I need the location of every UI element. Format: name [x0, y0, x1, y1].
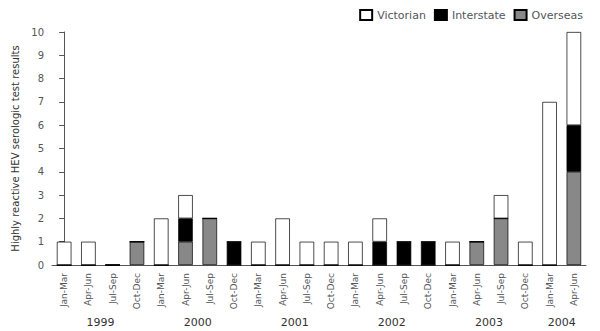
- svg-text:9: 9: [38, 50, 44, 61]
- svg-text:1: 1: [38, 236, 44, 247]
- svg-text:Jan-Mar: Jan-Mar: [59, 273, 69, 308]
- svg-text:Oct-Dec: Oct-Dec: [132, 273, 142, 309]
- svg-text:2002: 2002: [378, 316, 406, 329]
- svg-text:Apr-Jun: Apr-Jun: [375, 273, 385, 306]
- svg-text:4: 4: [38, 166, 44, 177]
- svg-text:Apr-Jun: Apr-Jun: [278, 273, 288, 306]
- svg-text:Jan-Mar: Jan-Mar: [253, 273, 263, 308]
- svg-text:Apr-Jun: Apr-Jun: [472, 273, 482, 306]
- svg-text:0: 0: [38, 260, 44, 271]
- svg-text:2003: 2003: [475, 316, 503, 329]
- svg-text:Apr-Jun: Apr-Jun: [83, 273, 93, 306]
- svg-text:Apr-Jun: Apr-Jun: [569, 273, 579, 306]
- svg-text:1999: 1999: [87, 316, 115, 329]
- svg-text:7: 7: [38, 96, 44, 107]
- svg-text:6: 6: [38, 120, 44, 131]
- svg-text:Overseas: Overseas: [532, 9, 584, 22]
- svg-text:Jan-Mar: Jan-Mar: [545, 273, 555, 308]
- svg-text:Interstate: Interstate: [452, 9, 506, 22]
- svg-text:Oct-Dec: Oct-Dec: [229, 273, 239, 309]
- svg-text:2000: 2000: [184, 316, 212, 329]
- svg-text:Jan-Mar: Jan-Mar: [448, 273, 458, 308]
- svg-text:2004: 2004: [548, 316, 576, 329]
- svg-text:Apr-Jun: Apr-Jun: [181, 273, 191, 306]
- svg-text:3: 3: [38, 190, 44, 201]
- svg-text:10: 10: [31, 27, 44, 38]
- svg-text:Jul-Sep: Jul-Sep: [496, 273, 506, 305]
- svg-text:Jul-Sep: Jul-Sep: [302, 273, 312, 305]
- svg-text:5: 5: [38, 143, 44, 154]
- svg-text:Highly reactive HEV serologic: Highly reactive HEV serologic test resul…: [10, 45, 21, 251]
- svg-text:Jan-Mar: Jan-Mar: [156, 273, 166, 308]
- svg-text:Jul-Sep: Jul-Sep: [205, 273, 215, 305]
- svg-text:Oct-Dec: Oct-Dec: [520, 273, 530, 309]
- svg-text:8: 8: [38, 73, 44, 84]
- svg-text:Oct-Dec: Oct-Dec: [423, 273, 433, 309]
- svg-text:Victorian: Victorian: [377, 9, 426, 22]
- svg-text:Oct-Dec: Oct-Dec: [326, 273, 336, 309]
- svg-text:2: 2: [38, 213, 44, 224]
- svg-text:Jan-Mar: Jan-Mar: [350, 273, 360, 308]
- svg-text:2001: 2001: [281, 316, 309, 329]
- svg-text:Jul-Sep: Jul-Sep: [108, 273, 118, 305]
- svg-text:Jul-Sep: Jul-Sep: [399, 273, 409, 305]
